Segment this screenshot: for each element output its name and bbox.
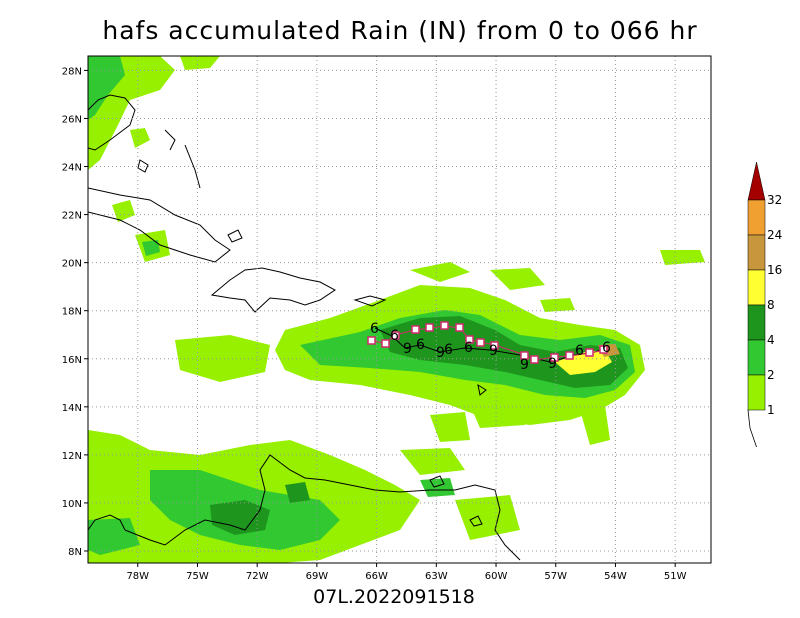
rain-area [660, 250, 705, 265]
lon-label: 75W [186, 571, 209, 582]
svg-text:6: 6 [370, 321, 379, 337]
colorbar-label: 1 [767, 403, 775, 417]
colorbar-bottom-tail [747, 409, 757, 448]
coastline [227, 229, 243, 243]
rain-area [175, 335, 270, 382]
lat-label: 18N [62, 307, 82, 318]
colorbar-label: 2 [767, 368, 775, 382]
lat-label: 10N [62, 499, 82, 510]
rain-area [210, 500, 270, 535]
svg-text:9: 9 [436, 345, 445, 361]
coastline [137, 159, 149, 173]
lon-label: 72W [246, 571, 269, 582]
lon-label: 51W [664, 571, 687, 582]
longitude-labels: 78W 75W 72W 69W 66W 63W 60W 57W 54W 51W [126, 563, 687, 582]
svg-text:6: 6 [602, 340, 611, 356]
rain-area [420, 478, 455, 497]
colorbar-cap [747, 161, 766, 201]
rain-area [455, 495, 520, 540]
coastline [353, 295, 387, 307]
coastline [124, 454, 521, 561]
colorbar-label: 8 [767, 298, 775, 312]
coastline [88, 94, 136, 151]
svg-text:6: 6 [444, 342, 453, 358]
colorbar-segment [747, 269, 766, 306]
rain-area [470, 402, 525, 428]
coastline-layer [88, 94, 521, 561]
rain-area [88, 518, 140, 555]
rain-area [555, 350, 612, 375]
colorbar-segment [747, 234, 766, 271]
latitude-labels: 28N 26N 24N 22N 20N 18N 16N 14N 12N 10N 8N [62, 66, 88, 558]
run-id-text: 07L.2022091518 [313, 586, 475, 608]
rain-area [490, 268, 545, 290]
colorbar-segment [747, 339, 766, 376]
rain-area [180, 56, 220, 70]
map-title: hafs accumulated Rain (IN) from 0 to 066… [102, 16, 698, 45]
coastline [164, 129, 176, 151]
lat-label: 28N [62, 66, 82, 77]
forecast-markers [367, 321, 608, 364]
coastline [88, 514, 126, 531]
rain-area [88, 56, 125, 120]
colorbar-segment [747, 374, 766, 411]
lon-label: 78W [126, 571, 149, 582]
coastline [88, 187, 231, 263]
rain-area [410, 262, 470, 282]
colorbar-label: 4 [767, 333, 775, 347]
coastline [477, 383, 487, 396]
coastline [469, 515, 483, 527]
colorbar: 32 24 16 8 4 2 1 [747, 161, 782, 448]
svg-text:6: 6 [416, 337, 425, 353]
svg-text:9: 9 [403, 341, 412, 357]
coastline [184, 144, 201, 189]
rain-area [540, 298, 575, 312]
rain-area [430, 412, 470, 442]
rain-area [285, 482, 310, 503]
svg-text:9: 9 [520, 357, 529, 373]
rain-area [142, 240, 160, 256]
lat-label: 20N [62, 259, 82, 270]
map-frame [87, 55, 712, 564]
forecast-track-line [371, 325, 606, 361]
rain-area [130, 128, 150, 148]
colorbar-label: 32 [767, 193, 782, 207]
colorbar-label: 16 [767, 263, 782, 277]
lon-label: 66W [365, 571, 388, 582]
svg-text:9: 9 [489, 343, 498, 359]
rain-area [400, 448, 465, 475]
colorbar-label: 24 [767, 228, 782, 242]
lat-label: 12N [62, 451, 82, 462]
svg-text:6: 6 [390, 328, 399, 344]
lon-label: 54W [604, 571, 627, 582]
lat-label: 24N [62, 163, 82, 174]
colorbar-segment [747, 304, 766, 341]
rain-area [580, 405, 610, 445]
lon-label: 60W [485, 571, 508, 582]
rain-swath-layer [88, 56, 705, 563]
lon-label: 63W [425, 571, 448, 582]
svg-text:6: 6 [575, 343, 584, 359]
lon-label: 69W [306, 571, 329, 582]
svg-text:6: 6 [464, 340, 473, 356]
lat-label: 26N [62, 114, 82, 125]
lat-lon-grid [88, 56, 711, 563]
coastline [210, 267, 336, 313]
colorbar-segment [747, 199, 766, 236]
svg-text:9: 9 [548, 356, 557, 372]
lat-label: 14N [62, 403, 82, 414]
lon-label: 57W [544, 571, 567, 582]
coastline [429, 475, 445, 488]
rain-area [112, 200, 135, 222]
lat-label: 16N [62, 355, 82, 366]
run-id-label: 07L.2022091518 [0, 586, 800, 608]
lat-label: 8N [68, 547, 82, 558]
lat-label: 22N [62, 211, 82, 222]
